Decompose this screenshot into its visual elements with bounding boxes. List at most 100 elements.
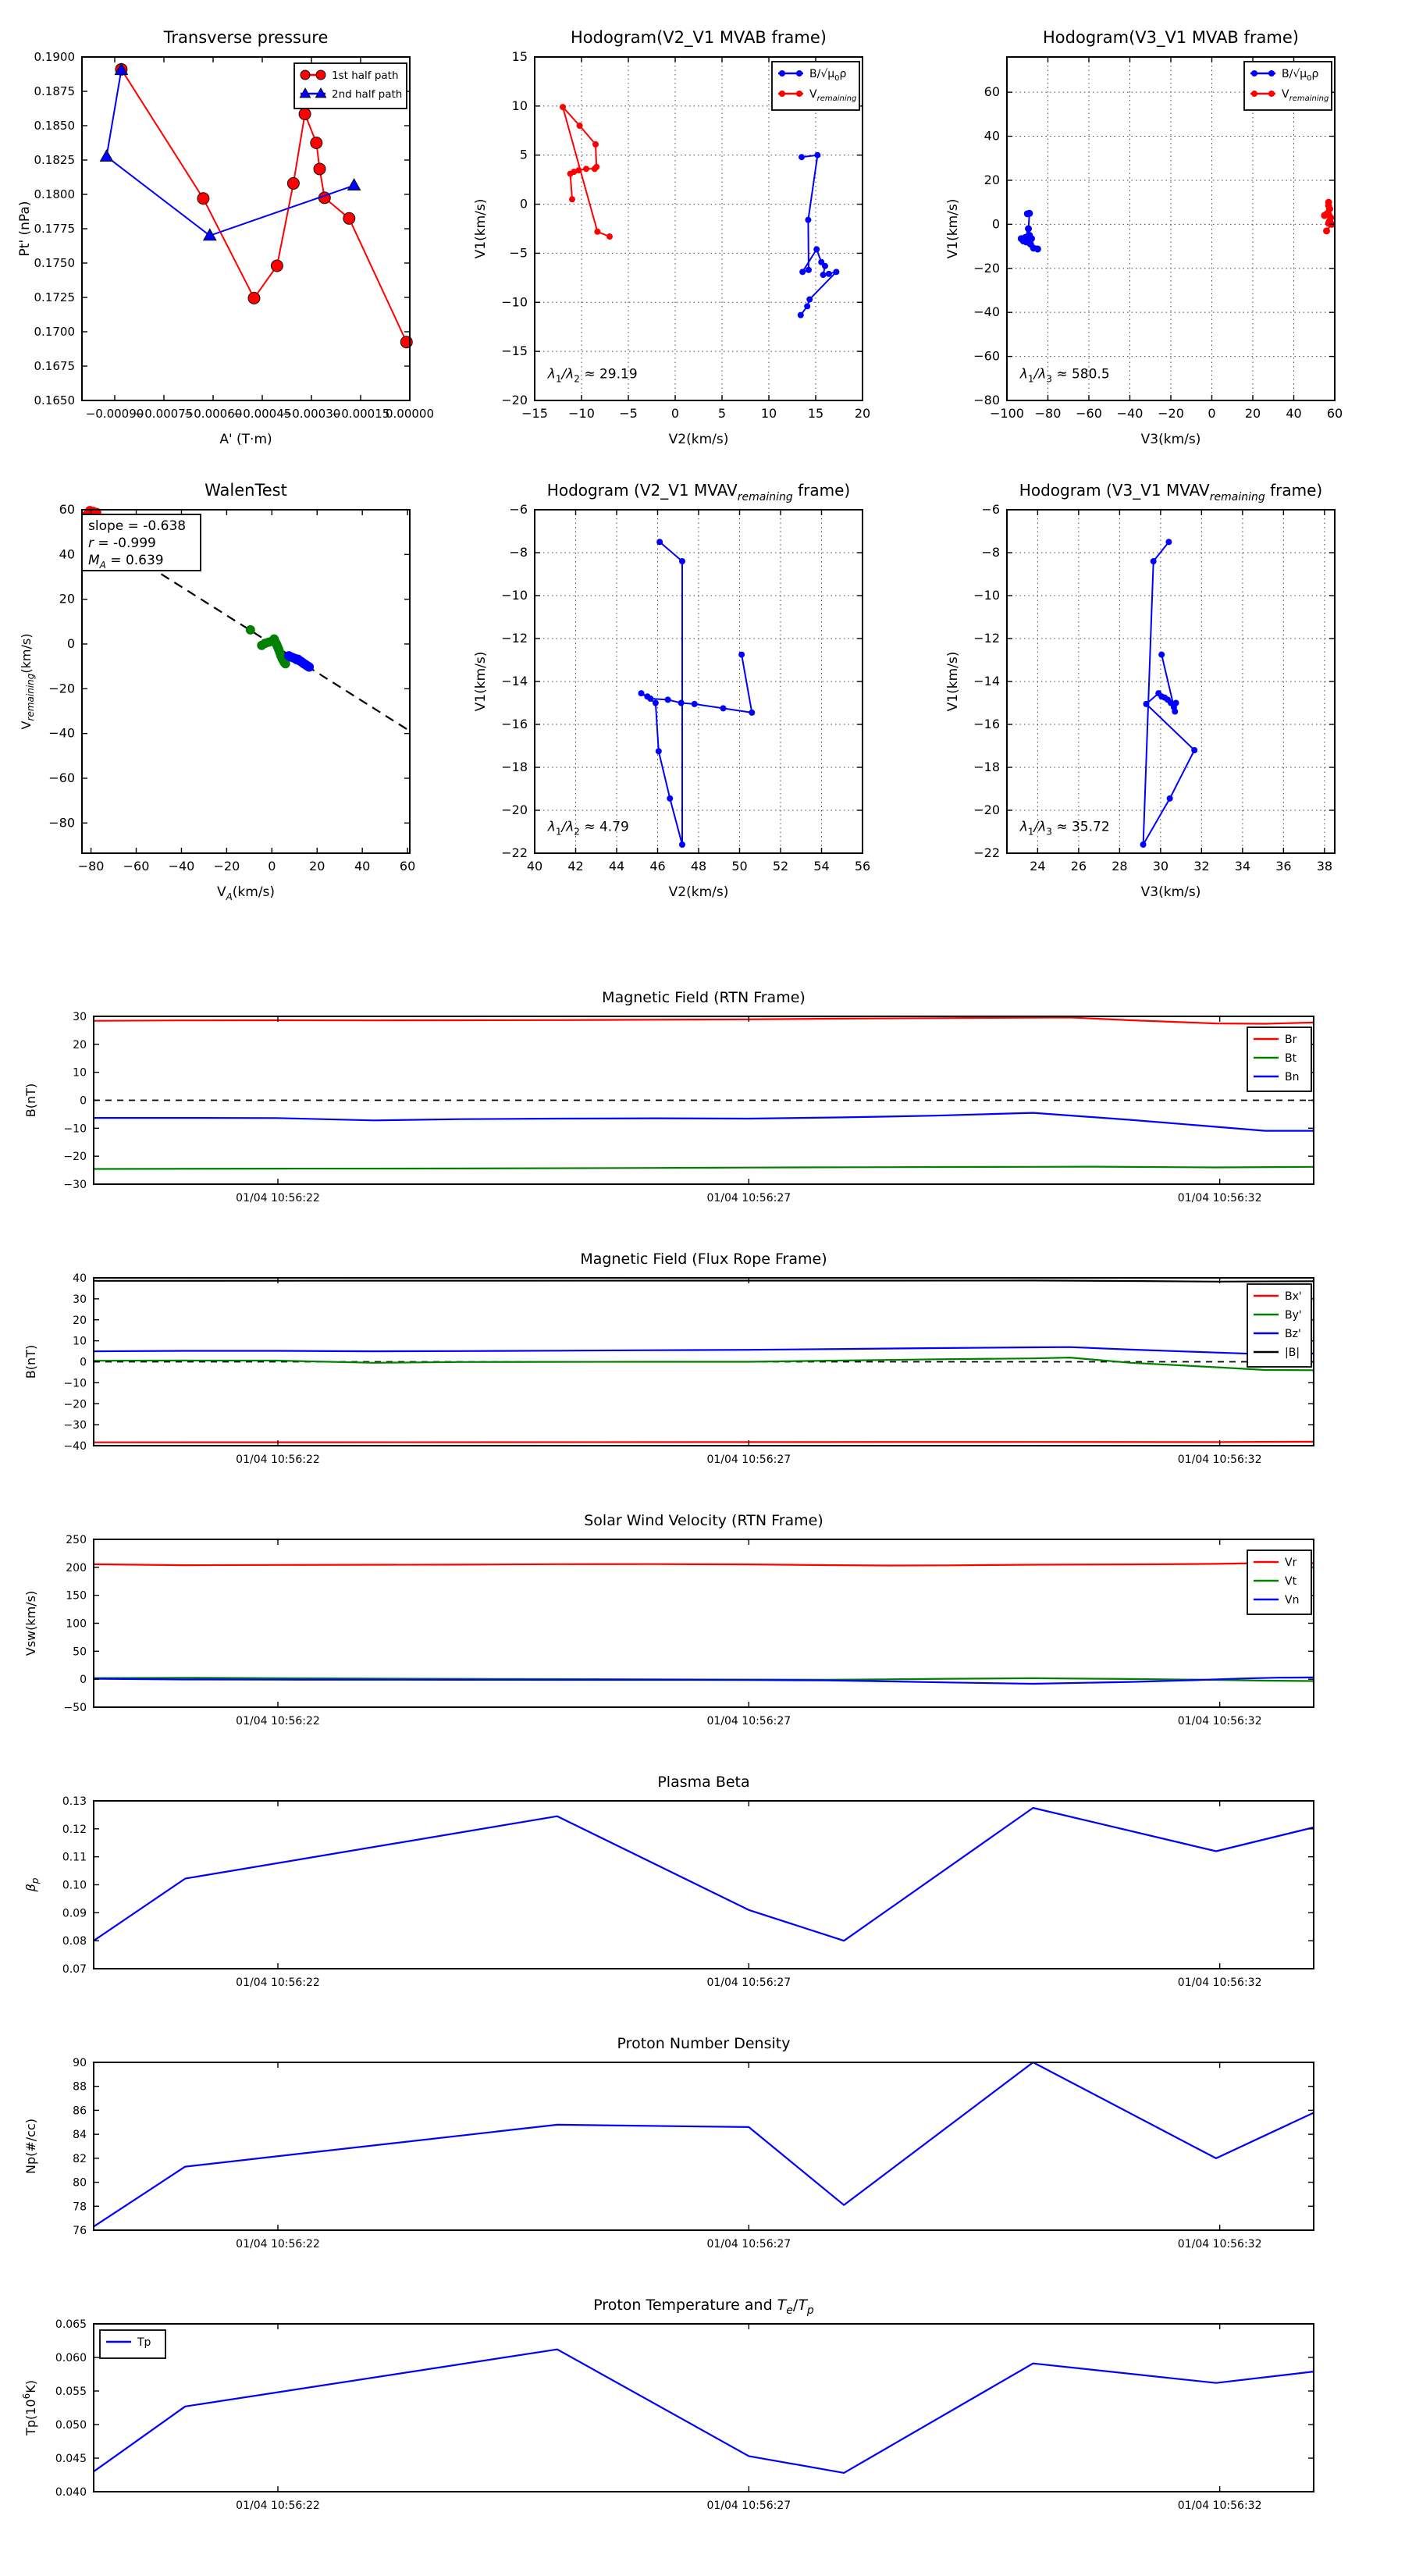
y-tick-label: −14 [501,674,528,688]
second-half-path-line [105,69,354,237]
velocity-hodogram-path-marker [656,539,663,546]
v-remaining-marker [1323,227,1330,235]
velocity-hodogram-path-marker [655,748,662,755]
y-tick-label: 86 [73,2105,87,2117]
y-tick-label: −8 [981,545,1000,560]
x-axis-label: V2(km/s) [669,884,729,900]
v-remaining-series [1321,198,1336,235]
legend-label: 1st half path [332,69,399,82]
x-tick-label: −0.00075 [135,407,194,421]
legend-marker [299,87,311,98]
x-tick-label: 15 [808,406,823,421]
y-tick-label: 0.1750 [34,256,76,270]
first-half-path-marker [310,137,323,149]
y-tick-label: 0.12 [62,1823,87,1836]
y-axis-label: Np(#/cc) [23,2119,38,2174]
lambda-annotation: λ1/λ2 ≈ 4.79 [547,819,629,837]
x-tick-label: 01/04 10:56:27 [706,1192,791,1204]
y-tick-label: 0.1800 [34,187,76,201]
legend-marker [315,69,326,80]
legend-marker [796,70,802,76]
y-tick-label: −40 [63,1440,87,1453]
v-remaining-marker [592,141,599,148]
stats-box [81,514,201,571]
legend-marker [1268,70,1275,76]
x-tick-label: −60 [1076,406,1102,421]
x-tick-label: 01/04 10:56:27 [706,1453,791,1466]
x-tick-label: −15 [521,406,548,421]
velocity-hodogram-path-marker [1158,651,1165,658]
x-tick-label: 28 [1112,859,1127,873]
y-tick-label: 84 [73,2129,87,2141]
bt-line-series [93,1165,1314,1170]
y-tick-label: 250 [66,1534,87,1546]
by-prime-line-line [93,1357,1314,1372]
br-line-line [93,1016,1314,1025]
x-tick-label: 32 [1193,859,1209,873]
velocity-hodogram-path-marker [647,696,654,702]
y-tick-label: −30 [63,1419,87,1432]
b-over-sqrt-mu0rho-marker [797,311,804,318]
blue-cluster-marker [304,662,315,672]
y-tick-label: 100 [66,1618,87,1631]
b-over-sqrt-mu0rho-series [1017,209,1041,253]
x-tick-label: 01/04 10:56:27 [706,2238,791,2250]
v-remaining-marker [575,167,582,174]
plot-title: Magnetic Field (RTN Frame) [602,989,806,1006]
y-tick-label: −20 [63,1151,87,1163]
y-tick-label: −60 [48,770,75,785]
x-tick-label: −0.00015 [332,407,390,421]
second-half-path-marker [202,228,217,241]
x-tick-label: 01/04 10:56:27 [706,2500,791,2512]
legend-label: By' [1285,1309,1302,1322]
y-axis-label: V1(km/s) [473,199,489,259]
x-tick-label: 01/04 10:56:27 [706,1976,791,1989]
y-tick-label: 5 [520,148,528,162]
legend-label: Vremaining [809,88,856,103]
b-over-sqrt-mu0rho-series [797,151,840,318]
y-tick-label: −30 [63,1179,87,1191]
stats-line: slope = -0.638 [88,518,186,534]
green-cluster-marker [245,624,255,635]
y-axis-label: Vremaining(km/s) [19,634,36,730]
x-axis-label: V3(km/s) [1141,884,1201,900]
legend-box [771,61,860,111]
legend-label: B/√μ0ρ [809,68,847,83]
y-tick-label: −10 [501,294,528,309]
y-tick-label: −14 [973,674,1000,688]
y-tick-label: 0.045 [55,2453,87,2465]
v-remaining-series [560,104,613,240]
legend-box [1243,61,1332,111]
x-tick-label: −0.00045 [233,407,292,421]
axes-frame [93,2323,1314,2492]
stats-line: r = -0.999 [88,535,156,551]
y-tick-label: −20 [63,1398,87,1411]
y-tick-label: 200 [66,1562,87,1574]
y-tick-label: −6 [981,502,1000,517]
lambda-annotation: λ1/λ3 ≈ 35.72 [1019,819,1110,837]
velocity-hodogram-path-marker [1191,747,1198,753]
hodogram-v2v1-mvav-plot: 40 42 44 46 48 50 52 54 56 −22 −20 −18 −16 −14 −12 −10 −… [457,464,925,917]
x-tick-label: 01/04 10:56:32 [1178,2500,1262,2512]
axes-frame [93,2062,1314,2231]
v-remaining-marker [576,123,583,129]
y-tick-label: 50 [73,1646,87,1658]
y-tick-label: 60 [984,84,1000,99]
x-tick-label: 10 [761,406,777,421]
b-over-sqrt-mu0rho-marker [806,266,812,273]
y-tick-label: −5 [509,245,528,260]
y-tick-label: 0.13 [62,1795,87,1808]
lambda-annotation: λ1/λ3 ≈ 580.5 [1019,366,1110,384]
x-tick-label: 56 [855,859,870,873]
y-tick-label: −8 [509,545,528,560]
y-tick-label: 20 [73,1315,87,1327]
x-tick-label: 5 [718,406,726,421]
first-half-path-marker [313,162,326,176]
y-tick-label: −40 [973,304,1000,319]
y-axis-label: Pt' (nPa) [17,201,33,257]
plot-title: Hodogram (V3_V1 MVAVremaining frame) [1019,481,1322,503]
y-tick-label: −10 [63,1377,87,1389]
b-over-sqrt-mu0rho-marker [806,296,813,303]
y-tick-label: 0.050 [55,2419,87,2432]
first-half-path-marker [197,192,210,205]
